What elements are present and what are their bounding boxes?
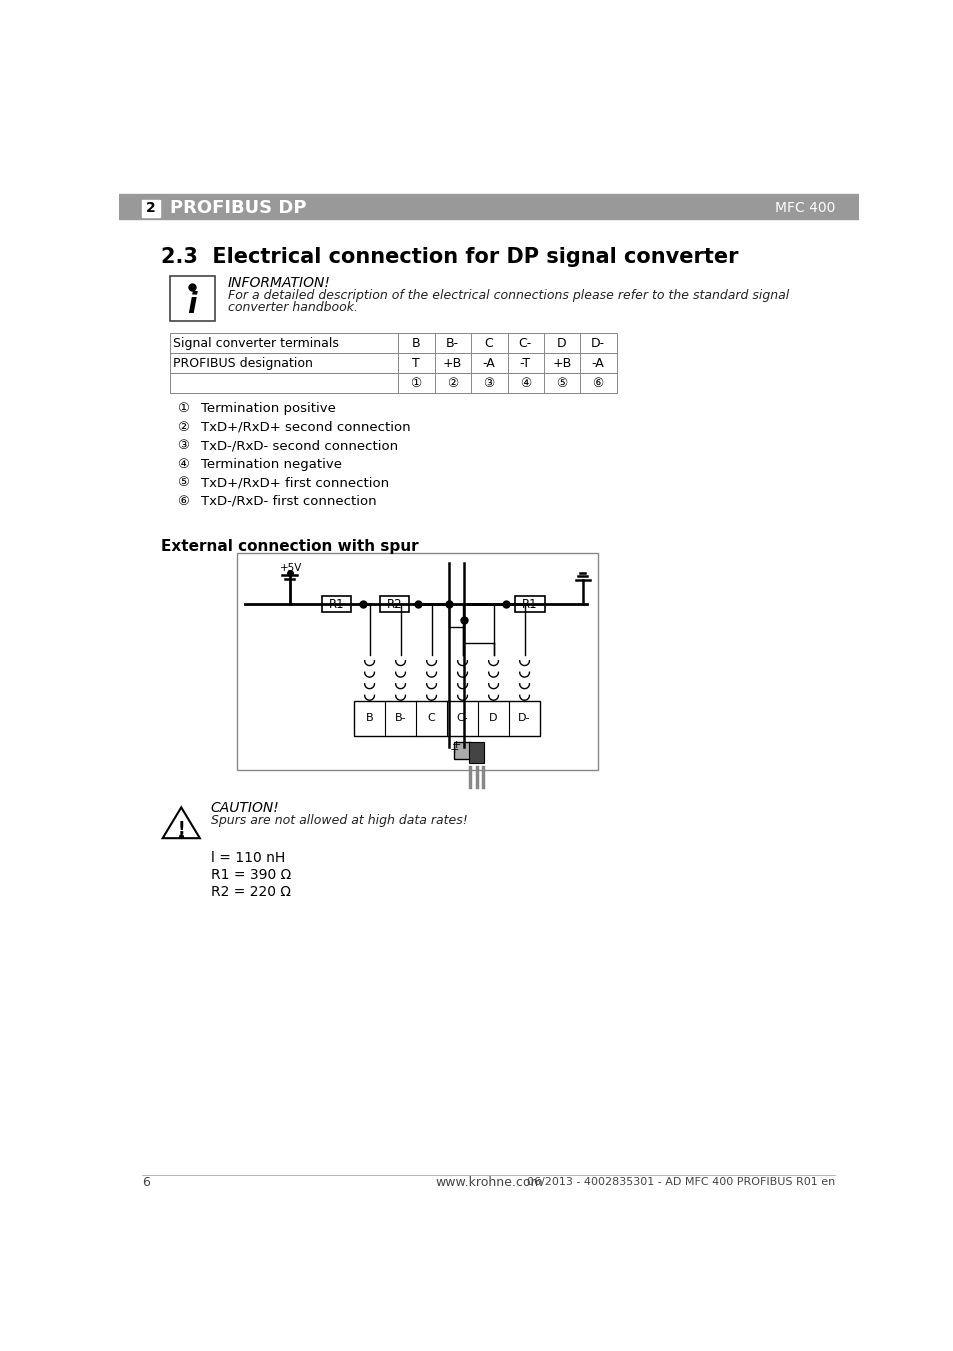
- Text: 2.3  Electrical connection for DP signal converter: 2.3 Electrical connection for DP signal …: [161, 247, 738, 266]
- Text: PROFIBUS designation: PROFIBUS designation: [173, 357, 313, 370]
- Text: converter handbook.: converter handbook.: [228, 301, 357, 313]
- Text: TxD-/RxD- second connection: TxD-/RxD- second connection: [200, 439, 397, 453]
- Text: D-: D-: [517, 713, 530, 723]
- Text: ⑥: ⑥: [592, 377, 603, 389]
- Text: i: i: [187, 290, 196, 319]
- Text: -T: -T: [519, 357, 531, 370]
- Bar: [170, 334, 617, 353]
- Text: R1: R1: [328, 597, 344, 611]
- Bar: [119, 195, 858, 219]
- Text: -A: -A: [591, 357, 604, 370]
- Text: CAUTION!: CAUTION!: [211, 801, 279, 815]
- Text: ③: ③: [176, 439, 189, 453]
- Text: ⑤: ⑤: [176, 477, 189, 489]
- Bar: [354, 701, 539, 736]
- Text: ④: ④: [519, 377, 531, 389]
- Text: B: B: [412, 336, 420, 350]
- Text: +5V: +5V: [280, 563, 302, 573]
- Text: PROFIBUS DP: PROFIBUS DP: [170, 199, 306, 216]
- Text: l = 110 nH: l = 110 nH: [211, 851, 285, 865]
- Bar: [321, 596, 351, 612]
- Text: MFC 400: MFC 400: [774, 200, 835, 215]
- Text: Termination positive: Termination positive: [200, 403, 335, 415]
- Bar: [379, 596, 409, 612]
- Bar: [170, 276, 214, 320]
- Bar: [236, 554, 598, 770]
- Text: 2: 2: [146, 200, 155, 215]
- Text: INFORMATION!: INFORMATION!: [228, 276, 331, 290]
- Text: Spurs are not allowed at high data rates!: Spurs are not allowed at high data rates…: [211, 815, 467, 827]
- Text: ②: ②: [446, 377, 457, 389]
- Text: C-: C-: [518, 336, 532, 350]
- Text: Signal converter terminals: Signal converter terminals: [173, 336, 339, 350]
- Text: +B: +B: [552, 357, 571, 370]
- Text: TxD+/RxD+ second connection: TxD+/RxD+ second connection: [200, 422, 410, 434]
- Text: B-: B-: [395, 713, 406, 723]
- Text: C-: C-: [456, 713, 468, 723]
- Text: +: +: [451, 740, 460, 750]
- Text: ⑥: ⑥: [176, 494, 189, 508]
- Text: External connection with spur: External connection with spur: [161, 539, 418, 554]
- Text: ①: ①: [176, 403, 189, 415]
- Bar: [454, 742, 471, 759]
- Text: -A: -A: [482, 357, 495, 370]
- Text: +: +: [449, 746, 458, 755]
- Bar: [468, 742, 484, 763]
- Text: For a detailed description of the electrical connections please refer to the sta: For a detailed description of the electr…: [228, 289, 788, 303]
- Text: R1 = 390 Ω: R1 = 390 Ω: [211, 869, 291, 882]
- Text: !: !: [177, 820, 185, 838]
- Text: ④: ④: [176, 458, 189, 470]
- Text: ①: ①: [410, 377, 421, 389]
- Text: ③: ③: [483, 377, 494, 389]
- Text: T: T: [412, 357, 419, 370]
- Text: R2: R2: [386, 597, 402, 611]
- Bar: [170, 373, 617, 393]
- Text: ⑤: ⑤: [556, 377, 567, 389]
- Bar: [170, 353, 617, 373]
- Text: C: C: [484, 336, 493, 350]
- Text: B-: B-: [445, 336, 458, 350]
- Text: TxD+/RxD+ first connection: TxD+/RxD+ first connection: [200, 477, 388, 489]
- Bar: [515, 596, 544, 612]
- Text: D: D: [489, 713, 497, 723]
- Text: ②: ②: [176, 422, 189, 434]
- Text: www.krohne.com: www.krohne.com: [435, 1175, 542, 1189]
- Text: Termination negative: Termination negative: [200, 458, 341, 470]
- Text: 06/2013 - 4002835301 - AD MFC 400 PROFIBUS R01 en: 06/2013 - 4002835301 - AD MFC 400 PROFIB…: [527, 1177, 835, 1188]
- Text: D: D: [557, 336, 566, 350]
- Text: B: B: [365, 713, 373, 723]
- Text: D-: D-: [591, 336, 604, 350]
- Text: R2 = 220 Ω: R2 = 220 Ω: [211, 885, 291, 900]
- Text: +B: +B: [442, 357, 461, 370]
- Text: TxD-/RxD- first connection: TxD-/RxD- first connection: [200, 494, 375, 508]
- Text: 6: 6: [142, 1175, 151, 1189]
- Text: C: C: [427, 713, 435, 723]
- Text: R1: R1: [521, 597, 537, 611]
- Bar: [142, 200, 159, 216]
